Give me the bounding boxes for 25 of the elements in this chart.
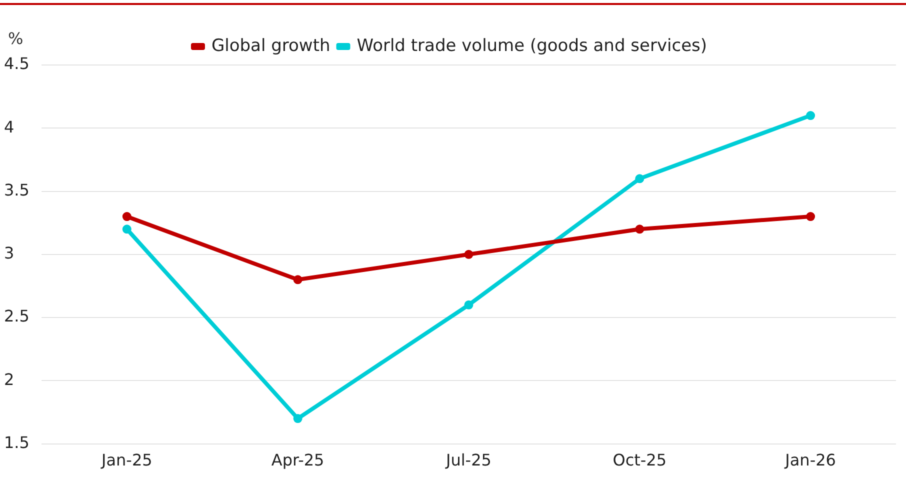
- x-tick-label: Oct-25: [612, 450, 667, 470]
- x-tick-label: Jan-25: [100, 450, 152, 470]
- point: [464, 300, 474, 310]
- y-tick-label: 3: [4, 244, 14, 263]
- point: [122, 212, 132, 222]
- x-tick-label: Apr-25: [271, 450, 324, 470]
- x-tick-label: Jul-25: [445, 450, 492, 470]
- y-tick-label: 2.5: [4, 306, 30, 326]
- x-tick-label: Jan-26: [784, 450, 836, 470]
- point: [806, 111, 816, 120]
- y-tick-label: 4: [4, 117, 14, 136]
- y-tick-label: 4.5: [4, 54, 30, 74]
- point: [464, 250, 474, 259]
- point: [635, 224, 644, 234]
- legend-label: World trade volume (goods and services): [356, 36, 708, 56]
- point: [122, 224, 132, 234]
- y-axis-title: %: [8, 29, 24, 48]
- y-tick-label: 2: [4, 370, 14, 389]
- y-tick-label: 3.5: [4, 180, 30, 200]
- point: [806, 212, 816, 222]
- legend-label: Global growth: [211, 36, 330, 56]
- point: [293, 414, 302, 424]
- point: [293, 275, 302, 284]
- point: [635, 174, 644, 184]
- y-tick-label: 1.5: [4, 432, 30, 452]
